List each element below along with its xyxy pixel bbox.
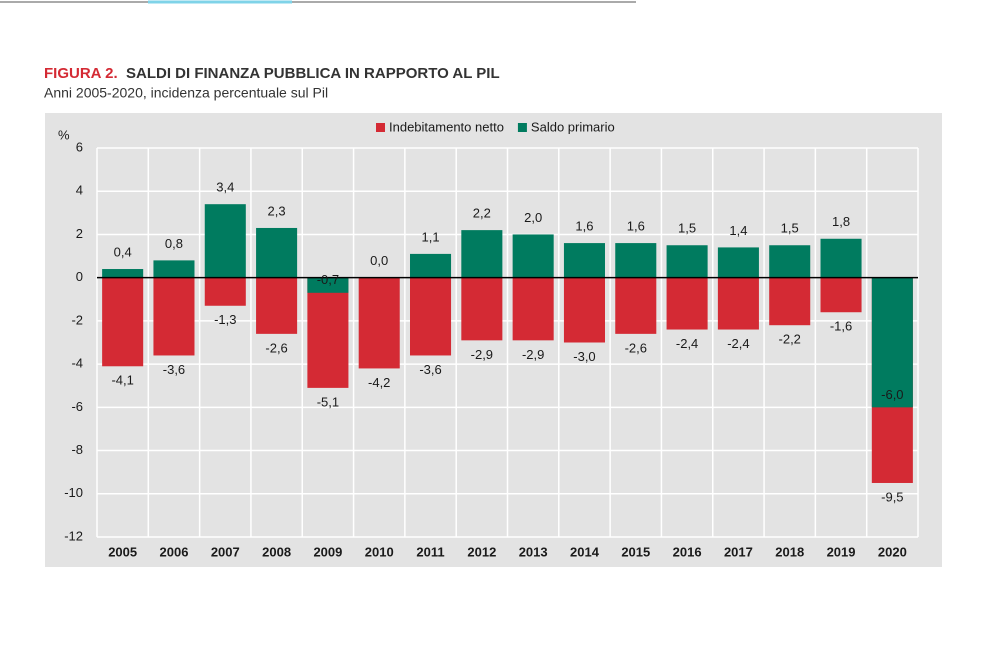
value-label: 2,2 [473,206,491,221]
value-label: -0,7 [317,272,339,287]
bar [461,230,503,278]
value-label: -2,4 [676,336,698,351]
bar [666,245,708,278]
value-label: -2,2 [779,332,801,347]
value-label: 2,3 [268,203,286,218]
value-label: -3,6 [163,362,185,377]
bar [717,247,759,278]
legend-swatch [517,123,527,132]
bar [563,277,605,343]
x-tick-label: 2010 [365,544,394,559]
value-label: -2,6 [625,340,647,355]
bar [461,277,503,341]
y-tick-label: -4 [71,356,83,371]
value-label: -2,6 [265,340,287,355]
x-tick-label: 2008 [262,544,291,559]
value-label: 1,5 [781,221,799,236]
x-tick-label: 2019 [827,544,856,559]
y-tick-label: 6 [76,139,83,154]
x-tick-label: 2005 [108,544,137,559]
x-tick-label: 2012 [467,544,496,559]
y-tick-label: 4 [76,183,83,198]
bar [820,238,862,278]
chart-title: SALDI DI FINANZA PUBBLICA IN RAPPORTO AL… [126,65,500,82]
bar [410,277,452,356]
value-label: -2,4 [727,336,749,351]
value-label: -1,3 [214,312,236,327]
x-tick-label: 2016 [673,544,702,559]
value-label: -6,0 [881,387,903,402]
value-label: 1,6 [575,219,593,234]
value-label: -3,0 [573,349,595,364]
bar [307,277,349,388]
bar [769,245,811,278]
y-tick-label: -8 [71,442,83,457]
x-tick-label: 2007 [211,544,240,559]
bar [102,277,144,367]
bar [153,277,195,356]
bar [410,253,452,278]
bar [666,277,708,330]
value-label: -9,5 [881,489,903,504]
bar [358,277,400,369]
value-label: 0,8 [165,236,183,251]
bar [204,277,246,306]
bar [769,277,811,326]
y-tick-label: -12 [64,528,83,543]
y-tick-label: -6 [71,399,83,414]
value-label: 3,4 [216,180,234,195]
value-label: -4,1 [111,373,133,388]
legend-label: Saldo primario [531,119,615,134]
bar [615,243,657,278]
x-tick-label: 2013 [519,544,548,559]
x-tick-label: 2006 [160,544,189,559]
bar [717,277,759,330]
value-label: 1,8 [832,214,850,229]
x-tick-label: 2009 [313,544,342,559]
chart-subtitle: Anni 2005-2020, incidenza percentuale su… [44,85,328,101]
bar [512,234,554,278]
x-tick-label: 2015 [621,544,650,559]
value-label: -5,1 [317,394,339,409]
y-axis-label: % [58,127,70,142]
value-label: -2,9 [471,347,493,362]
bar [256,227,298,278]
legend-label: Indebitamento netto [389,119,504,134]
x-tick-label: 2020 [878,544,907,559]
y-tick-label: -10 [64,485,83,500]
value-label: 1,6 [627,219,645,234]
x-tick-label: 2017 [724,544,753,559]
bar [307,277,349,293]
bar [820,277,862,313]
bar [871,277,913,408]
value-label: -3,6 [419,362,441,377]
legend-swatch [376,123,385,132]
bar [102,269,144,278]
y-tick-label: -2 [71,312,83,327]
value-label: -4,2 [368,375,390,390]
bar [153,260,195,278]
value-label: 1,5 [678,221,696,236]
value-label: 1,1 [421,229,439,244]
y-tick-label: 2 [76,226,83,241]
value-label: -1,6 [830,319,852,334]
bar [563,243,605,278]
value-label: -2,9 [522,347,544,362]
bar [512,277,554,341]
value-label: 0,4 [114,244,132,259]
x-tick-label: 2018 [775,544,804,559]
value-label: 2,0 [524,210,542,225]
value-label: 0,0 [370,253,388,268]
y-tick-label: 0 [76,269,83,284]
bar [204,204,246,278]
bar [615,277,657,334]
bar [256,277,298,334]
x-tick-label: 2011 [416,544,444,559]
x-tick-label: 2014 [570,544,600,559]
value-label: 1,4 [729,223,747,238]
figure-label: FIGURA 2. [44,65,118,82]
